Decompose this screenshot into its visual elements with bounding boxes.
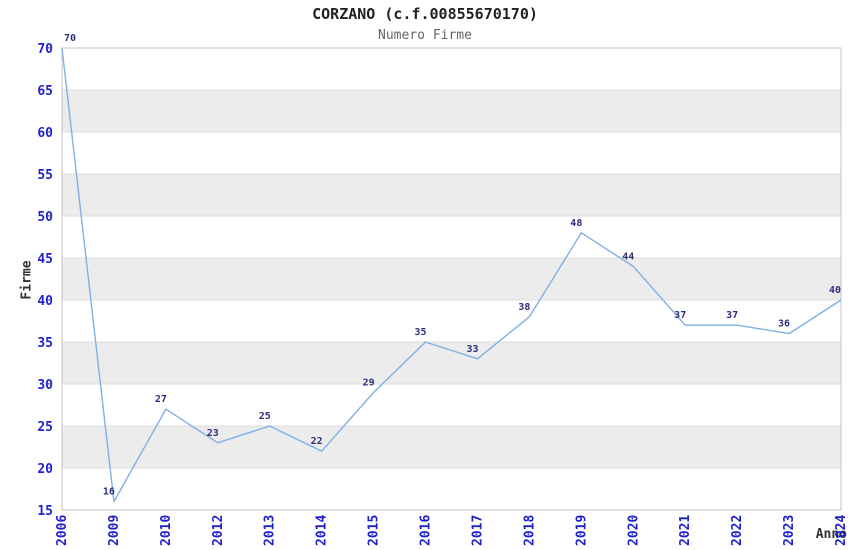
plot-band: [62, 426, 841, 468]
x-tick-label: 2024: [834, 515, 849, 546]
y-tick-label: 35: [37, 336, 53, 351]
x-tick-label: 2009: [107, 515, 122, 546]
data-point-label: 27: [155, 394, 167, 405]
x-axis-title: Anno: [815, 527, 847, 542]
y-tick-label: 30: [37, 378, 53, 393]
x-tick-label: 2013: [263, 515, 278, 546]
x-tick-label: 2006: [55, 515, 70, 546]
data-point-label: 16: [103, 487, 115, 498]
x-tick-label: 2021: [678, 515, 693, 546]
x-tick-label: 2018: [522, 515, 537, 546]
data-point-label: 25: [259, 411, 271, 422]
x-tick-label: 2023: [782, 515, 797, 546]
x-tick-label: 2016: [419, 515, 434, 546]
y-tick-label: 25: [37, 420, 53, 435]
data-point-label: 37: [674, 310, 686, 321]
y-tick-label: 15: [37, 504, 53, 519]
data-point-label: 48: [570, 218, 582, 229]
plot-band: [62, 342, 841, 384]
plot-border: [61, 47, 842, 511]
data-point-label: 44: [622, 251, 634, 262]
y-tick-label: 45: [37, 252, 53, 267]
data-point-label: 35: [415, 327, 427, 338]
data-point-label: 33: [466, 344, 478, 355]
y-tick-label: 70: [37, 42, 53, 57]
plot-band: [62, 174, 841, 216]
y-tick-label: 55: [37, 168, 53, 183]
y-tick-label: 65: [37, 84, 53, 99]
y-tick-label: 20: [37, 462, 53, 477]
x-tick-label: 2017: [470, 515, 485, 546]
x-tick-label: 2010: [159, 515, 174, 546]
plot-band: [62, 258, 841, 300]
chart-subtitle: Numero Firme: [378, 28, 472, 43]
data-point-label: 70: [64, 33, 76, 44]
data-point-label: 22: [311, 436, 323, 447]
data-point-label: 37: [726, 310, 738, 321]
data-point-label: 36: [778, 319, 790, 330]
x-tick-label: 2015: [367, 515, 382, 546]
chart-title: CORZANO (c.f.00855670170): [312, 5, 538, 23]
x-tick-label: 2014: [315, 515, 330, 546]
x-tick-label: 2020: [626, 515, 641, 546]
x-tick-label: 2022: [730, 515, 745, 546]
data-point-label: 29: [363, 377, 375, 388]
y-tick-label: 40: [37, 294, 53, 309]
x-tick-label: 2012: [211, 515, 226, 546]
plot-band: [62, 90, 841, 132]
data-point-label: 40: [829, 285, 841, 296]
data-line: [61, 47, 842, 503]
data-point-label: 23: [207, 428, 219, 439]
y-tick-label: 60: [37, 126, 53, 141]
x-tick-label: 2019: [574, 515, 589, 546]
data-point-label: 38: [518, 302, 530, 313]
y-tick-label: 50: [37, 210, 53, 225]
